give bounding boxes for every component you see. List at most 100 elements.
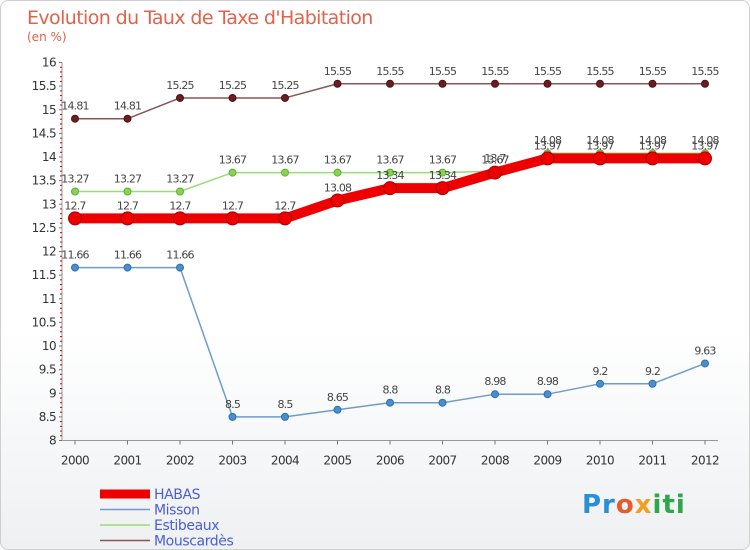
data-label: 13.34 bbox=[376, 169, 404, 182]
y-tick-label: 12.5 bbox=[32, 221, 56, 235]
data-point bbox=[648, 379, 657, 388]
data-label: 14.08 bbox=[586, 134, 614, 147]
data-label: 14.08 bbox=[639, 134, 667, 147]
series-habas: 12.7 12.7 12.7 12.7 12.7 13.08 13.34 13.34 13.67… bbox=[64, 139, 720, 226]
data-point bbox=[645, 151, 660, 166]
data-point bbox=[491, 79, 499, 88]
data-label: 8.5 bbox=[277, 398, 293, 411]
y-tick-label: 15.5 bbox=[32, 79, 56, 93]
x-tick-label: 2005 bbox=[323, 454, 351, 468]
x-tick-label: 2001 bbox=[113, 454, 141, 468]
data-point bbox=[228, 168, 237, 177]
data-label: 15.25 bbox=[219, 79, 247, 92]
data-point bbox=[543, 79, 552, 88]
data-point bbox=[173, 211, 187, 226]
data-label: 14.81 bbox=[61, 100, 89, 113]
series-misson: 11.66 11.66 11.66 8.5 8.5 8.65 8.8 8.8 8.98 8.98 9… bbox=[61, 249, 717, 421]
data-point bbox=[120, 211, 135, 226]
data-point bbox=[278, 211, 292, 226]
data-label: 12.7 bbox=[117, 199, 139, 212]
y-tick-label: 10.5 bbox=[32, 315, 56, 329]
y-tick-label: 8 bbox=[49, 434, 56, 448]
data-label: 15.55 bbox=[534, 65, 562, 78]
data-point bbox=[593, 151, 607, 166]
data-label: 13.67 bbox=[376, 154, 404, 167]
data-label: 9.63 bbox=[694, 344, 716, 357]
axes: 8 8.5 9 9.5 10 10.5 11 11.5 12 12.5 13 13.5 14 14.5 15… bbox=[32, 56, 720, 468]
data-point bbox=[330, 193, 345, 208]
y-tick-label: 9 bbox=[49, 386, 56, 400]
data-label: 15.55 bbox=[376, 65, 404, 78]
data-label: 11.66 bbox=[61, 249, 89, 262]
data-point bbox=[333, 79, 342, 88]
data-label: 9.2 bbox=[645, 365, 660, 378]
data-point bbox=[488, 165, 502, 180]
data-label: 13.67 bbox=[481, 154, 509, 167]
data-label: 13.27 bbox=[114, 172, 142, 185]
x-tick-label: 2003 bbox=[218, 454, 246, 468]
data-point bbox=[281, 168, 289, 177]
y-tick-label: 16 bbox=[42, 56, 56, 70]
y-tick-label: 11 bbox=[42, 292, 56, 306]
data-point bbox=[438, 79, 447, 88]
data-label: 14.08 bbox=[691, 134, 719, 147]
data-point bbox=[123, 263, 132, 272]
data-label: 15.25 bbox=[166, 79, 194, 92]
data-point bbox=[333, 405, 342, 414]
data-point bbox=[386, 79, 394, 88]
data-point bbox=[491, 390, 499, 399]
legend-label: Mouscardès bbox=[154, 534, 233, 550]
data-label: 9.2 bbox=[592, 365, 607, 378]
data-label: 11.66 bbox=[114, 249, 142, 262]
data-label: 12.7 bbox=[274, 199, 296, 212]
y-tick-label: 15 bbox=[42, 103, 56, 117]
data-label: 8.65 bbox=[327, 391, 349, 404]
data-label: 12.7 bbox=[64, 199, 86, 212]
x-tick-label: 2002 bbox=[166, 454, 194, 468]
data-label: 8.8 bbox=[382, 384, 398, 397]
data-point bbox=[438, 398, 447, 407]
data-label: 12.7 bbox=[222, 199, 244, 212]
y-tick-label: 13 bbox=[42, 197, 56, 211]
data-label: 13.97 bbox=[586, 139, 614, 152]
y-tick-label: 8.5 bbox=[39, 410, 56, 424]
data-point bbox=[176, 93, 184, 102]
data-label: 13.67 bbox=[219, 154, 247, 167]
data-point bbox=[383, 181, 397, 196]
x-tick-label: 2004 bbox=[271, 454, 299, 468]
data-point bbox=[176, 187, 184, 196]
data-label: 13.7 bbox=[484, 152, 506, 165]
data-point bbox=[543, 390, 552, 399]
data-label: 15.55 bbox=[586, 65, 614, 78]
data-point bbox=[281, 93, 289, 102]
legend-label: Estibeaux bbox=[154, 518, 219, 534]
y-tick-label: 12 bbox=[42, 245, 56, 259]
data-point bbox=[596, 79, 604, 88]
data-label: 8.98 bbox=[537, 375, 559, 388]
data-point bbox=[228, 412, 237, 421]
chart-subtitle: (en %) bbox=[27, 30, 67, 44]
data-label: 13.67 bbox=[429, 154, 457, 167]
data-point bbox=[71, 187, 79, 196]
x-tick-label: 2008 bbox=[481, 454, 509, 468]
x-tick-label: 2010 bbox=[586, 454, 614, 468]
data-point bbox=[228, 93, 237, 102]
data-point bbox=[68, 211, 82, 226]
data-point bbox=[123, 114, 132, 123]
y-tick-label: 13.5 bbox=[32, 174, 56, 188]
data-label: 13.97 bbox=[534, 139, 562, 152]
y-tick-label: 14.5 bbox=[32, 126, 56, 140]
y-tick-label: 10 bbox=[42, 339, 56, 353]
x-tick-label: 2009 bbox=[533, 454, 561, 468]
data-point bbox=[71, 263, 79, 272]
chart-title: Evolution du Taux de Taxe d'Habitation bbox=[27, 7, 373, 29]
series-layer: 13.27 13.27 13.27 13.67 13.67 13.67 13.67 13.67… bbox=[61, 65, 720, 421]
data-point bbox=[648, 79, 657, 88]
data-point bbox=[333, 168, 342, 177]
data-label: 13.34 bbox=[429, 169, 457, 182]
x-tick-label: 2000 bbox=[61, 454, 89, 468]
series-mouscards: 14.81 14.81 15.25 15.25 15.25 15.55 15.55 15.55… bbox=[61, 65, 720, 123]
data-point bbox=[596, 379, 604, 388]
data-point bbox=[698, 151, 712, 166]
